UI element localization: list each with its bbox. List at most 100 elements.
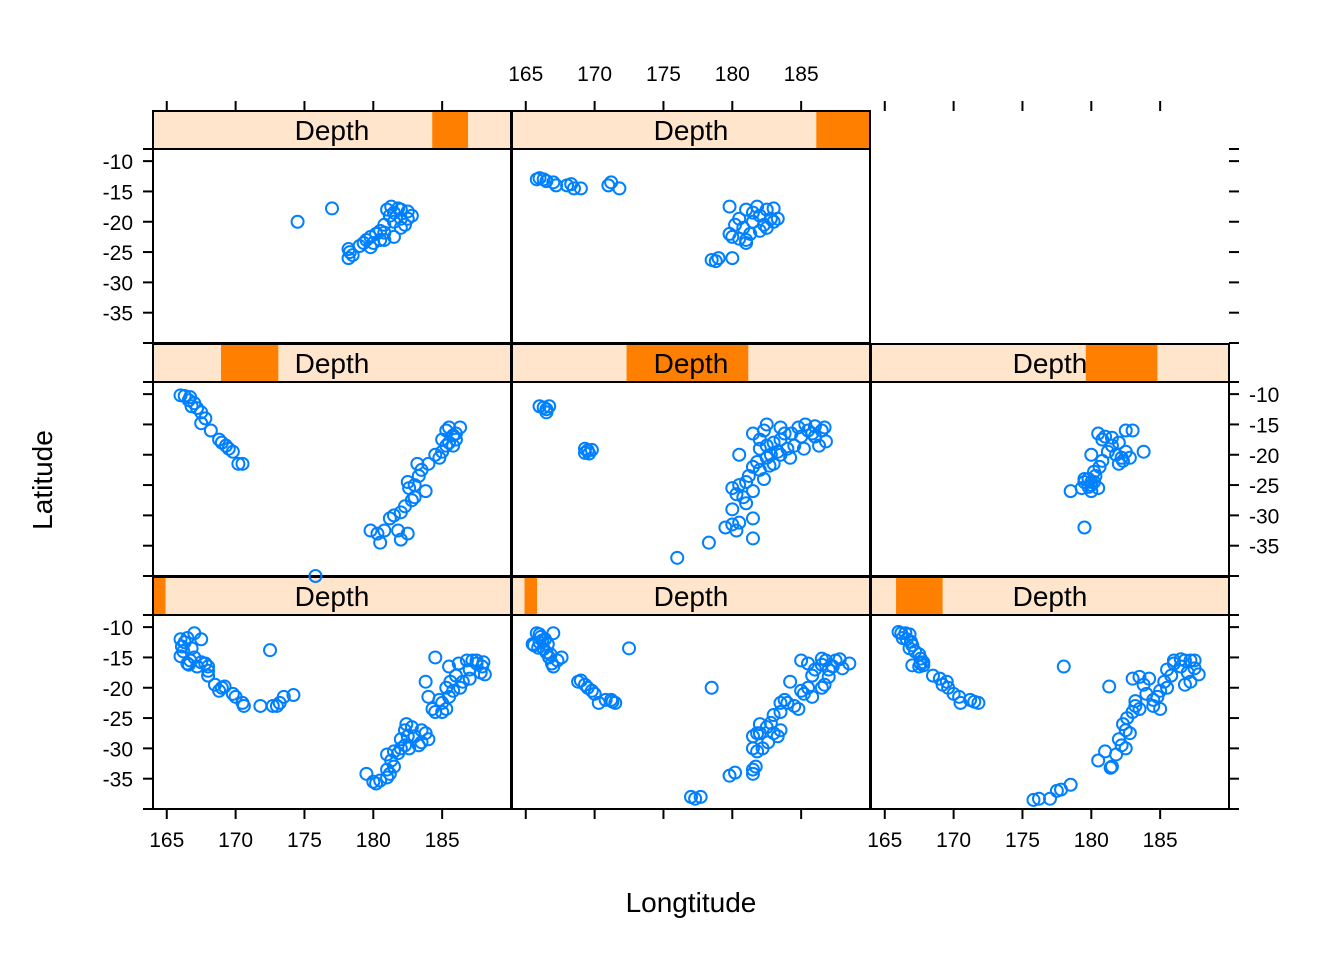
x-tick-label: 185 — [425, 829, 460, 852]
data-point — [1160, 680, 1175, 695]
data-point — [404, 720, 419, 735]
strip-label: Depth — [1013, 348, 1088, 379]
data-point — [818, 434, 833, 449]
data-point — [539, 405, 554, 420]
y-tick-label: -25 — [103, 242, 133, 265]
x-tick-label: 175 — [287, 829, 322, 852]
strip-background — [512, 111, 870, 149]
panel-strips: Depth Depth Depth Depth Depth Depth Depth Depth — [152, 110, 1230, 616]
x-tick-label: 180 — [356, 829, 391, 852]
data-point — [1125, 671, 1140, 686]
data-point — [770, 729, 785, 744]
data-point — [1095, 432, 1110, 447]
data-point — [194, 632, 209, 647]
data-point — [732, 447, 747, 462]
strip-level-indicator — [221, 344, 279, 382]
strip-label: Depth — [1013, 581, 1088, 612]
data-point — [762, 458, 777, 473]
data-point — [796, 441, 811, 456]
data-point — [566, 181, 581, 196]
data-point — [308, 569, 323, 583]
data-point — [745, 766, 760, 781]
x-tick-label: 185 — [784, 63, 819, 86]
data-point — [421, 732, 436, 747]
data-point — [807, 419, 822, 434]
data-point — [732, 231, 747, 246]
y-tick-label: -20 — [103, 678, 133, 701]
strip-label: Depth — [295, 348, 370, 379]
data-point — [212, 683, 227, 698]
x-tick-label: 175 — [1005, 829, 1040, 852]
data-point — [704, 680, 719, 695]
x-tick-label: 165 — [508, 63, 543, 86]
data-point — [400, 526, 415, 541]
strip-label: Depth — [654, 581, 729, 612]
data-point — [201, 659, 216, 674]
data-point — [373, 232, 388, 247]
data-point — [766, 435, 781, 450]
data-point — [1187, 653, 1202, 668]
data-point — [745, 511, 760, 526]
strip-background — [512, 577, 870, 615]
data-point — [377, 523, 392, 538]
data-point — [591, 695, 606, 710]
panel-frame — [511, 148, 871, 344]
strip-level-indicator — [1085, 344, 1158, 382]
data-point — [925, 668, 940, 683]
data-point — [1026, 792, 1041, 807]
strip-background — [871, 344, 1229, 382]
data-point — [812, 438, 827, 453]
y-tick-label: -25 — [1249, 475, 1279, 498]
panel-frame — [152, 614, 512, 810]
y-tick-label: -20 — [1249, 445, 1279, 468]
strip-level-indicator — [626, 344, 749, 382]
data-point — [1081, 479, 1096, 494]
data-point — [235, 456, 250, 471]
data-point — [425, 701, 440, 716]
data-point — [1103, 760, 1118, 775]
data-point — [842, 656, 857, 671]
data-point — [670, 550, 685, 565]
strip-label: Depth — [295, 581, 370, 612]
data-point — [584, 442, 599, 457]
y-tick-label: -35 — [103, 303, 133, 326]
strip-level-indicator — [896, 577, 943, 615]
data-point — [363, 523, 378, 538]
data-point — [732, 478, 747, 493]
data-point — [201, 663, 216, 678]
data-point — [725, 481, 740, 496]
data-point — [477, 667, 492, 682]
data-point — [201, 668, 216, 683]
data-point — [453, 680, 468, 695]
data-point — [770, 211, 785, 226]
data-point — [1056, 659, 1071, 674]
data-point — [814, 680, 829, 695]
data-point — [1091, 753, 1106, 768]
data-point — [225, 444, 240, 459]
data-point — [794, 653, 809, 668]
data-point — [604, 175, 619, 190]
data-point — [1125, 423, 1140, 438]
y-tick-label: -30 — [103, 738, 133, 761]
data-point — [750, 455, 765, 470]
data-point — [701, 535, 716, 550]
data-point — [777, 426, 792, 441]
data-point — [752, 223, 767, 238]
strip-level-indicator — [816, 111, 870, 149]
x-tick-label: 180 — [715, 63, 750, 86]
data-point — [913, 651, 928, 666]
strip-border — [511, 110, 871, 150]
y-tick-label: -15 — [1249, 414, 1279, 437]
panel-frame — [152, 148, 512, 344]
data-point — [1118, 741, 1133, 756]
data-point — [817, 420, 832, 435]
axes: 165 170 175 180 185 165 170 175 180 185 165 170 175 1… — [103, 63, 1280, 852]
data-point — [612, 181, 627, 196]
data-point — [1104, 759, 1119, 774]
data-point — [1043, 791, 1057, 806]
strip-background — [153, 577, 511, 615]
strip-label: Depth — [295, 115, 370, 146]
data-point — [725, 251, 740, 266]
data-points — [173, 171, 1206, 807]
strip-border — [870, 343, 1230, 383]
